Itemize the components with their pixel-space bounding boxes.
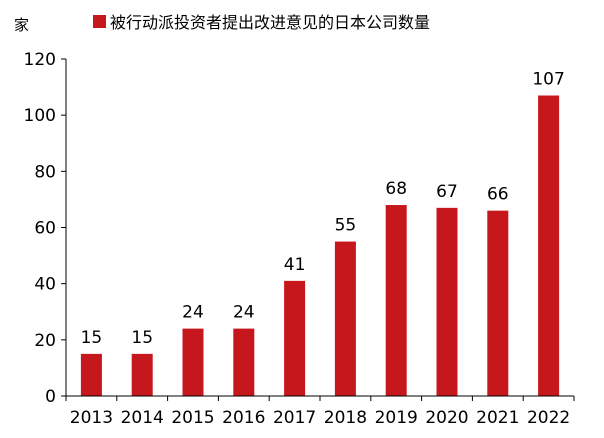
legend-swatch bbox=[93, 15, 106, 28]
bar bbox=[487, 210, 509, 396]
legend: 被行动派投资者提出改进意见的日本公司数量 bbox=[93, 13, 430, 32]
bar-value-label: 41 bbox=[284, 255, 306, 275]
bar-value-label: 24 bbox=[182, 303, 204, 323]
bar-value-label: 68 bbox=[385, 179, 407, 199]
bar bbox=[538, 95, 560, 396]
y-tick-label: 120 bbox=[24, 50, 56, 70]
x-tick-label: 2016 bbox=[222, 408, 265, 428]
bar-value-label: 55 bbox=[335, 216, 357, 236]
y-tick-label: 60 bbox=[34, 219, 56, 239]
bar-value-label: 66 bbox=[487, 185, 509, 205]
x-tick-label: 2017 bbox=[273, 408, 316, 428]
bar-value-label: 67 bbox=[436, 182, 458, 202]
y-tick-label: 20 bbox=[34, 331, 56, 351]
x-tick-label: 2019 bbox=[375, 408, 418, 428]
y-tick-label: 80 bbox=[34, 162, 56, 182]
bar-value-label: 24 bbox=[233, 303, 255, 323]
x-tick-label: 2015 bbox=[171, 408, 214, 428]
x-tick-label: 2018 bbox=[324, 408, 367, 428]
y-axis: 0 20 40 60 80 100 120 bbox=[24, 50, 67, 407]
x-tick-label: 2013 bbox=[70, 408, 113, 428]
bar-value-label: 15 bbox=[131, 328, 153, 348]
x-tick-label: 2014 bbox=[121, 408, 164, 428]
x-tick-label: 2021 bbox=[476, 408, 519, 428]
y-axis-unit-label: 家 bbox=[14, 16, 29, 34]
bar bbox=[80, 353, 102, 396]
bar bbox=[284, 280, 306, 396]
x-tick-label: 2022 bbox=[527, 408, 570, 428]
x-axis: 2013 2014 2015 2016 2017 2018 2019 2020 2021 2022 bbox=[65, 395, 575, 428]
x-tick-label: 2020 bbox=[425, 408, 468, 428]
legend-label: 被行动派投资者提出改进意见的日本公司数量 bbox=[110, 13, 430, 32]
bar bbox=[334, 241, 356, 396]
y-tick-label: 0 bbox=[45, 387, 56, 407]
bar bbox=[182, 328, 204, 396]
bar-value-label: 107 bbox=[532, 70, 564, 90]
bar bbox=[131, 353, 153, 396]
y-tick-label: 100 bbox=[24, 106, 56, 126]
y-tick-label: 40 bbox=[34, 275, 56, 295]
bar bbox=[385, 205, 407, 396]
bar bbox=[233, 328, 255, 396]
data-labels: 15 15 24 24 41 55 68 67 66 107 bbox=[81, 70, 565, 348]
bar-series bbox=[80, 95, 560, 396]
bar-value-label: 15 bbox=[81, 328, 103, 348]
bar bbox=[436, 207, 458, 396]
